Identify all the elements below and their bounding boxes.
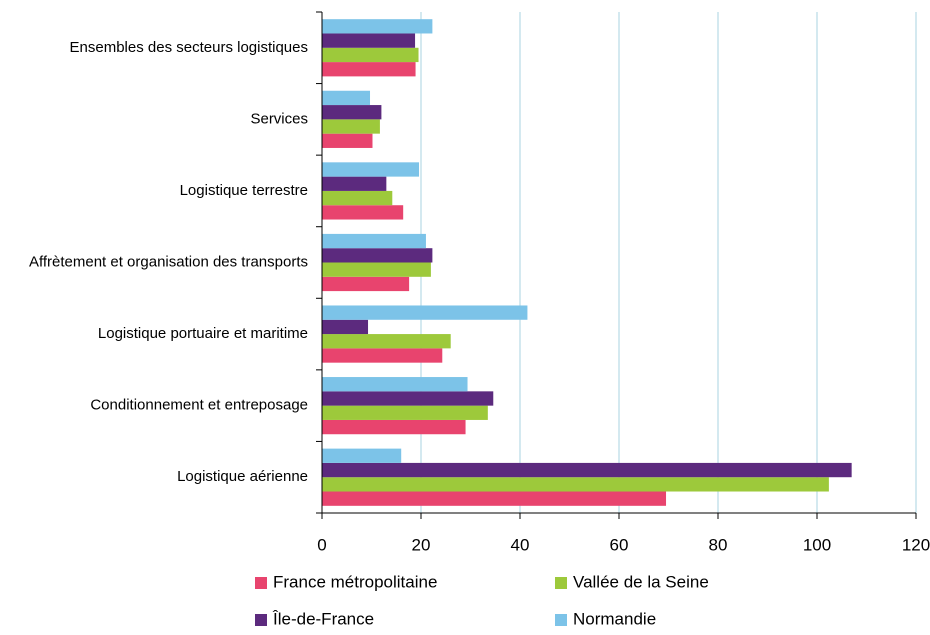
x-tick-label: 20 <box>412 535 431 554</box>
bar <box>322 233 426 249</box>
bar <box>322 19 433 34</box>
bar <box>322 448 402 463</box>
bar <box>322 205 404 220</box>
bar <box>322 462 852 478</box>
x-tick-label: 40 <box>511 535 530 554</box>
bar <box>322 477 829 492</box>
legend-label: Normandie <box>573 609 656 628</box>
bar <box>322 319 369 335</box>
bar <box>322 276 410 292</box>
bar <box>322 405 488 420</box>
x-tick-label: 120 <box>902 535 930 554</box>
bar <box>322 305 528 320</box>
bar <box>322 176 387 191</box>
bar <box>322 491 667 506</box>
y-tick-label: Affrètement et organisation des transpor… <box>29 253 308 270</box>
legend-swatch <box>255 614 267 626</box>
bar <box>322 133 373 148</box>
bar <box>322 248 433 263</box>
bar <box>322 190 393 206</box>
x-tick-label: 0 <box>317 535 326 554</box>
legend-label: Île-de-France <box>272 609 374 628</box>
y-tick-label: Services <box>250 110 308 127</box>
bar <box>322 348 443 363</box>
bar <box>322 33 416 48</box>
y-tick-label: Ensembles des secteurs logistiques <box>70 39 308 56</box>
bar <box>322 119 380 134</box>
x-tick-label: 60 <box>610 535 629 554</box>
bar <box>322 391 494 406</box>
y-tick-label: Conditionnement et entreposage <box>90 397 308 414</box>
bar <box>322 262 431 277</box>
y-tick-label: Logistique portuaire et maritime <box>98 325 308 342</box>
bar <box>322 47 419 63</box>
legend-label: France métropolitaine <box>273 572 437 591</box>
bar <box>322 419 466 435</box>
legend-label: Vallée de la Seine <box>573 572 709 591</box>
legend-swatch <box>555 614 567 626</box>
bar <box>322 162 420 177</box>
y-tick-label: Logistique terrestre <box>180 182 308 199</box>
legend-swatch <box>255 577 267 589</box>
bar <box>322 90 371 106</box>
legend-swatch <box>555 577 567 589</box>
bar <box>322 334 451 349</box>
bar <box>322 105 382 120</box>
x-tick-label: 80 <box>709 535 728 554</box>
y-tick-label: Logistique aérienne <box>177 468 308 485</box>
bar <box>322 377 468 392</box>
bar <box>322 62 416 77</box>
x-tick-label: 100 <box>803 535 831 554</box>
